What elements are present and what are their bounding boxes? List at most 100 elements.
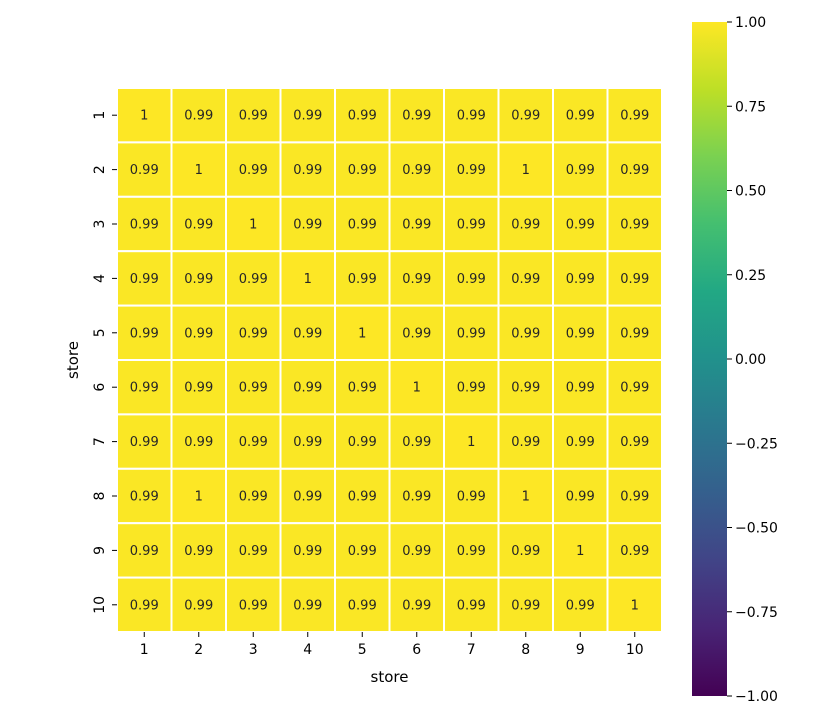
- cell-annotation: 0.99: [348, 490, 377, 505]
- cell-annotation: 0.99: [130, 544, 159, 559]
- cell-annotation: 0.99: [348, 163, 377, 178]
- y-tick-label: 1: [92, 111, 108, 120]
- heatmap-cell: [497, 304, 554, 362]
- heatmap-cell: [497, 87, 554, 144]
- x-tick-label: 4: [303, 642, 312, 658]
- heatmap-cell: [443, 195, 500, 253]
- cell-annotation: 1: [358, 326, 366, 341]
- heatmap-cell: [388, 141, 445, 198]
- heatmap-cell: [443, 576, 500, 633]
- colorbar-tick-label: −0.75: [735, 605, 778, 621]
- cell-annotation: 0.99: [566, 272, 595, 287]
- cell-annotation: 0.99: [130, 490, 159, 505]
- colorbar-ticks: 1.00 0.75 0.50 0.25 0.00 −0.25 −0.50 −0.75 −1.00: [727, 15, 778, 705]
- colorbar-tick-label: 1.00: [735, 15, 766, 31]
- heatmap-cell: [552, 467, 609, 525]
- x-tick-label: 6: [412, 642, 421, 658]
- heatmap-cell: [116, 576, 173, 633]
- y-tick-label: 2: [92, 165, 108, 174]
- heatmap-cell: [334, 359, 391, 416]
- cell-annotation: 0.99: [348, 109, 377, 124]
- cell-annotation: 0.99: [511, 544, 540, 559]
- cell-annotation: 0.99: [566, 326, 595, 341]
- heatmap-cell: [606, 304, 663, 362]
- y-axis-ticks: 1 2 3 4 5 6 7 8 9 10: [92, 111, 117, 614]
- cell-annotation: 1: [140, 109, 148, 124]
- y-tick-label: 5: [92, 328, 108, 337]
- cell-annotation: 0.99: [620, 218, 649, 233]
- heatmap-cell: [443, 250, 500, 307]
- cell-annotation: 0.99: [620, 163, 649, 178]
- heatmap-cell: [497, 522, 554, 579]
- heatmap-cell: [116, 359, 173, 416]
- cell-annotation: 0.99: [566, 381, 595, 396]
- cell-annotation: 0.99: [402, 435, 431, 450]
- cell-annotation: 0.99: [620, 272, 649, 287]
- heatmap-cell: [443, 522, 500, 579]
- heatmap-cell: [552, 359, 609, 416]
- cell-annotation: 0.99: [239, 109, 268, 124]
- colorbar: [692, 22, 727, 696]
- cell-annotation: 0.99: [239, 490, 268, 505]
- cell-annotation: 0.99: [348, 435, 377, 450]
- heatmap-cell: [170, 304, 227, 362]
- colorbar-tick-label: −0.25: [735, 436, 778, 452]
- y-tick-label: 3: [92, 220, 108, 229]
- cell-annotation: 0.99: [457, 381, 486, 396]
- cell-annotation: 0.99: [566, 109, 595, 124]
- cell-annotation: 0.99: [620, 544, 649, 559]
- x-tick-label: 8: [521, 642, 530, 658]
- cell-annotation: 0.99: [402, 598, 431, 613]
- cell-annotation: 0.99: [293, 598, 322, 613]
- cell-annotation: 0.99: [348, 272, 377, 287]
- cell-annotation: 0.99: [620, 435, 649, 450]
- y-tick-label: 4: [92, 274, 108, 283]
- cell-annotation: 1: [576, 544, 584, 559]
- cell-annotation: 1: [195, 163, 203, 178]
- x-tick-label: 3: [249, 642, 258, 658]
- x-axis-ticks: 1 2 3 4 5 6 7 8 9 10: [140, 632, 644, 658]
- x-tick-label: 10: [626, 642, 644, 658]
- cell-annotation: 0.99: [239, 544, 268, 559]
- cell-annotation: 0.99: [130, 326, 159, 341]
- colorbar-tick-label: −0.50: [735, 521, 778, 537]
- cell-annotation: 0.99: [402, 109, 431, 124]
- heatmap-cell: [606, 195, 663, 253]
- x-tick-label: 2: [194, 642, 203, 658]
- y-axis-label: store: [64, 341, 82, 379]
- cell-annotation: 0.99: [130, 598, 159, 613]
- cell-annotation: 0.99: [511, 272, 540, 287]
- heatmap-cell: [552, 304, 609, 362]
- heatmap-cell: [116, 250, 173, 307]
- cell-annotation: 0.99: [293, 326, 322, 341]
- cell-annotation: 1: [249, 218, 257, 233]
- heatmap-cell: [606, 467, 663, 525]
- cell-annotation: 0.99: [130, 272, 159, 287]
- cell-annotation: 0.99: [239, 435, 268, 450]
- cell-annotation: 0.99: [457, 272, 486, 287]
- heatmap-cell: [279, 141, 336, 198]
- cell-annotation: 0.99: [239, 163, 268, 178]
- cell-annotation: 0.99: [293, 218, 322, 233]
- cell-annotation: 1: [522, 163, 530, 178]
- heatmap-cell: [170, 141, 227, 198]
- heatmap-cell: [388, 576, 445, 633]
- cell-annotation: 0.99: [184, 598, 213, 613]
- cell-annotation: 0.99: [184, 544, 213, 559]
- cell-annotation: 0.99: [293, 435, 322, 450]
- cell-annotation: 0.99: [402, 544, 431, 559]
- cell-annotation: 0.99: [239, 272, 268, 287]
- heatmap-cell: [497, 576, 554, 633]
- heatmap-cell: [170, 467, 227, 525]
- heatmap-cell: [443, 413, 500, 470]
- heatmap-cell: [552, 576, 609, 633]
- heatmap-cell: [334, 576, 391, 633]
- cell-annotation: 0.99: [239, 598, 268, 613]
- cell-annotation: 0.99: [402, 326, 431, 341]
- cell-annotation: 0.99: [239, 381, 268, 396]
- heatmap-cell: [279, 413, 336, 470]
- heatmap-cell: [225, 195, 282, 253]
- heatmap-cell: [388, 87, 445, 144]
- cell-annotation: 0.99: [293, 490, 322, 505]
- cell-annotation: 0.99: [511, 326, 540, 341]
